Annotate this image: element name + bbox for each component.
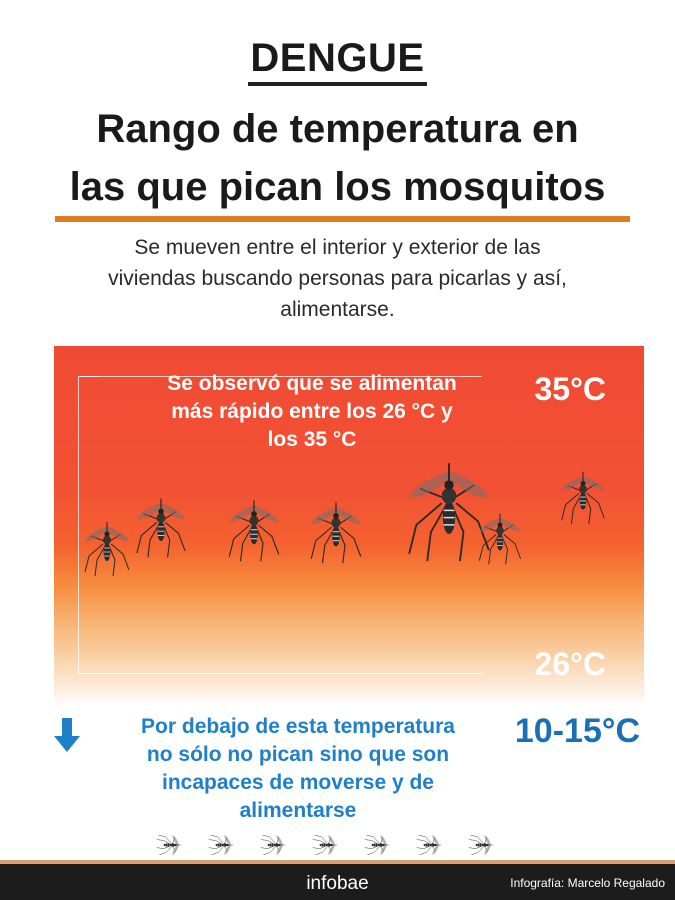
mosquito-icon (468, 834, 494, 856)
mosquito-icon (135, 497, 187, 558)
mosquito-icon (312, 834, 338, 856)
below-line-4: alimentarse (239, 799, 357, 822)
credit-text: Infografía: Marcelo Regalado (510, 876, 665, 890)
kicker-text: DENGUE (248, 36, 427, 86)
intro-line-1: Se mueven entre el interior y exterior d… (134, 236, 541, 259)
temperature-panel: Se observó que se alimentan más rápido e… (54, 346, 644, 706)
mosquito-icon (309, 501, 363, 564)
below-line-1: Por debajo de esta temperatura (141, 715, 455, 738)
page-title: Rango de temperatura en las que pican lo… (0, 100, 675, 216)
intro-line-3: alimentarse. (280, 298, 395, 321)
title-line-1: Rango de temperatura en (96, 107, 579, 151)
observed-line-2: más rápido entre los 26 °C y (171, 400, 453, 423)
title-line-2: las que pican los mosquitos (69, 165, 606, 209)
temp-label-low: 10-15°C (514, 712, 640, 750)
mosquito-icon (364, 834, 390, 856)
observed-line-3: los 35 °C (267, 428, 357, 451)
below-threshold-text: Por debajo de esta temperatura no sólo n… (98, 713, 498, 825)
mosquito-icon (478, 513, 522, 565)
mosquito-icon (156, 834, 182, 856)
observed-range-text: Se observó que se alimentan más rápido e… (122, 370, 502, 454)
temp-label-26: 26°C (534, 646, 607, 682)
intro-text: Se mueven entre el interior y exterior d… (50, 232, 625, 325)
kicker-title: DENGUE (0, 36, 675, 86)
mosquito-icon (260, 834, 286, 856)
mosquito-icon (84, 521, 130, 577)
mosquito-icon (227, 499, 281, 562)
footer-bar: infobae Infografía: Marcelo Regalado (0, 860, 675, 900)
mosquito-icon (208, 834, 234, 856)
range-bracket (78, 376, 482, 674)
temp-label-35: 35°C (534, 371, 607, 407)
observed-line-1: Se observó que se alimentan (167, 372, 457, 395)
intro-line-2: viviendas buscando personas para picarla… (108, 267, 567, 290)
below-line-2: no sólo no pican sino que son (146, 743, 450, 766)
mosquito-icon (416, 834, 442, 856)
mosquito-strip (156, 834, 494, 856)
arrow-down-icon (54, 718, 80, 752)
range-bracket-tick (78, 376, 100, 377)
below-line-3: incapaces de moverse y de (162, 771, 434, 794)
brand-logo: infobae (306, 873, 369, 894)
mosquito-icon (560, 471, 606, 525)
title-divider (55, 216, 630, 222)
